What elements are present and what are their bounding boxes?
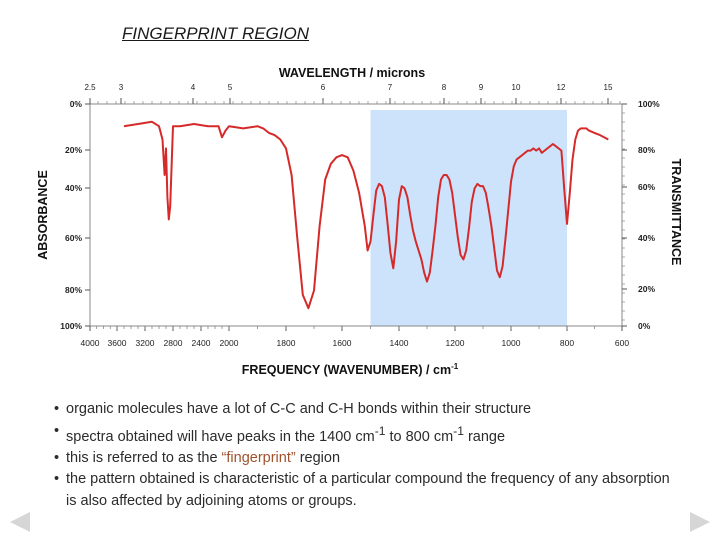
- top-tick-label: 5: [228, 83, 233, 92]
- x-tick-label: 1200: [446, 338, 465, 348]
- left-tick-label: 100%: [60, 321, 82, 331]
- bullet-item: the pattern obtained is characteristic o…: [50, 469, 680, 512]
- top-tick-label: 12: [557, 83, 566, 92]
- slide-title: FINGERPRINT REGION: [122, 24, 310, 43]
- right-tick-label: 20%: [638, 284, 655, 294]
- left-tick-label: 40%: [65, 183, 82, 193]
- top-tick-label: 8: [442, 83, 447, 92]
- bullet-text: the pattern obtained is characteristic o…: [66, 471, 670, 509]
- right-tick-label: 80%: [638, 145, 655, 155]
- x-tick-label: 4000: [81, 338, 100, 348]
- x-axis-label: FREQUENCY (WAVENUMBER) / cm-1: [242, 362, 459, 377]
- x-tick-label: 1400: [390, 338, 409, 348]
- top-tick-label: 15: [604, 83, 613, 92]
- x-tick-label: 1000: [502, 338, 521, 348]
- x-tick-label: 600: [615, 338, 629, 348]
- left-tick-label: 20%: [65, 145, 82, 155]
- bullet-text: to 800 cm: [385, 428, 454, 445]
- bullet-text: spectra obtained will have peaks in the …: [66, 428, 375, 445]
- left-tick-label: 80%: [65, 285, 82, 295]
- x-tick-label: 2800: [164, 338, 183, 348]
- bullet-text: region: [295, 449, 341, 466]
- left-tick-label: 0%: [70, 99, 83, 109]
- top-tick-label: 7: [388, 83, 393, 92]
- ir-spectrum-chart: 4000 3600 3200 2800 2400 2000 1800 1600 1400 1200…: [36, 66, 683, 377]
- fingerprint-region-highlight: [370, 110, 567, 326]
- x-tick-label: 1600: [333, 338, 352, 348]
- top-tick-label: 3: [119, 83, 124, 92]
- x-tick-label: 1800: [277, 338, 296, 348]
- left-axis-label: ABSORBANCE: [36, 170, 50, 260]
- x-tick-label: 3200: [136, 338, 155, 348]
- next-slide-icon[interactable]: [690, 512, 710, 532]
- top-tick-label: 2.5: [84, 83, 96, 92]
- right-tick-label: 60%: [638, 182, 655, 192]
- bullet-list: organic molecules have a lot of C-C and …: [50, 399, 680, 512]
- bullet-text: organic molecules have a lot of C-C and …: [66, 401, 532, 417]
- left-tick-label: 60%: [65, 233, 82, 243]
- x-tick-label: 2000: [220, 338, 239, 348]
- x-axis-label-text: FREQUENCY (WAVENUMBER) / cm: [242, 363, 451, 377]
- x-axis-label-sup: -1: [451, 362, 459, 371]
- bullet-text: this is referred to as the: [66, 449, 222, 466]
- bullet-superscript: -1: [374, 423, 386, 438]
- right-axis-label: TRANSMITTANCE: [669, 159, 683, 266]
- x-tick-label: 2400: [192, 338, 211, 348]
- right-tick-label: 0%: [638, 321, 651, 331]
- bullet-item: organic molecules have a lot of C-C and …: [50, 399, 680, 421]
- x-tick-label: 800: [560, 338, 574, 348]
- top-axis-label: WAVELENGTH / microns: [279, 66, 425, 80]
- top-tick-label: 10: [512, 83, 521, 92]
- plot-frame: [89, 103, 623, 327]
- spectrum-line: [123, 120, 609, 310]
- fingerprint-highlight: “fingerprint”: [221, 449, 296, 466]
- previous-slide-icon[interactable]: [10, 512, 30, 532]
- top-tick-label: 6: [321, 83, 326, 92]
- top-tick-label: 4: [191, 83, 196, 92]
- bullet-item: this is referred to as the “fingerprint”…: [50, 448, 680, 470]
- bullet-superscript: -1: [453, 423, 464, 438]
- top-tick-label: 9: [479, 83, 484, 92]
- x-tick-label: 3600: [108, 338, 127, 348]
- bullet-text: range: [463, 428, 506, 445]
- bullet-item: spectra obtained will have peaks in the …: [50, 421, 680, 448]
- right-tick-label: 40%: [638, 233, 655, 243]
- right-tick-label: 100%: [638, 99, 660, 109]
